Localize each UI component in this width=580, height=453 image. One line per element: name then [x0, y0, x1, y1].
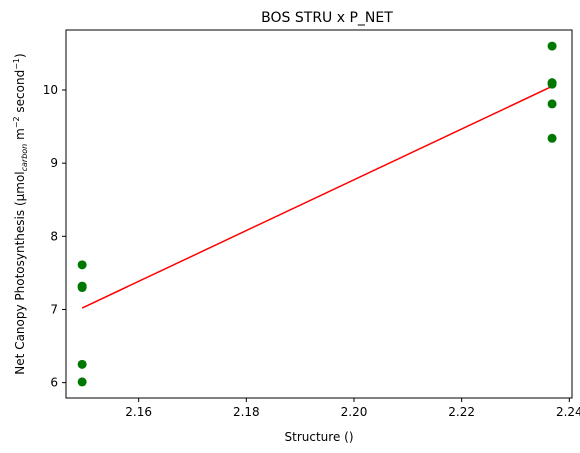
- scatter-point: [77, 283, 87, 293]
- fit-lines: [81, 85, 553, 309]
- y-tick-label: 6: [50, 376, 58, 390]
- x-tick-label: 2.20: [341, 405, 368, 419]
- y-axis-label-suffix: ): [13, 53, 27, 58]
- scatter-points: [77, 41, 557, 387]
- scatter-point: [77, 260, 87, 270]
- y-axis-label-prefix: Net Canopy Photosynthesis (µmol: [13, 171, 27, 374]
- y-axis-label-sup1: −2: [12, 116, 21, 128]
- y-axis-label: Net Canopy Photosynthesis (µmolcarbon m−…: [12, 53, 29, 374]
- y-axis-label-sup2: −1: [12, 58, 21, 70]
- x-tick-label: 2.24: [556, 405, 580, 419]
- regression-line: [81, 85, 553, 309]
- x-tick-label: 2.22: [448, 405, 475, 419]
- y-axis-label-sub: carbon: [20, 144, 29, 172]
- scatter-point: [77, 377, 87, 387]
- y-tick-label: 8: [50, 229, 58, 243]
- scatter-point: [77, 359, 87, 369]
- plot-area: 2.16 2.18 2.20 2.22 2.24 6 7 8 9 10: [43, 29, 580, 419]
- y-axis-label-mid2: second: [13, 70, 27, 117]
- y-tick-label: 7: [50, 302, 58, 316]
- scatter-point: [547, 79, 557, 89]
- scatter-point: [547, 99, 557, 109]
- x-tick-label: 2.16: [125, 405, 152, 419]
- axes-frame: [65, 29, 573, 399]
- scatter-point: [547, 133, 557, 143]
- x-tick-label: 2.18: [233, 405, 260, 419]
- y-tick-label: 9: [50, 156, 58, 170]
- x-axis: 2.16 2.18 2.20 2.22 2.24: [125, 398, 580, 419]
- scatter-point: [547, 41, 557, 51]
- y-axis: 6 7 8 9 10: [43, 83, 66, 390]
- x-axis-label: Structure (): [285, 430, 354, 444]
- y-tick-label: 10: [43, 83, 58, 97]
- chart-title: BOS STRU x P_NET: [261, 10, 393, 26]
- y-axis-label-mid: m: [13, 128, 27, 144]
